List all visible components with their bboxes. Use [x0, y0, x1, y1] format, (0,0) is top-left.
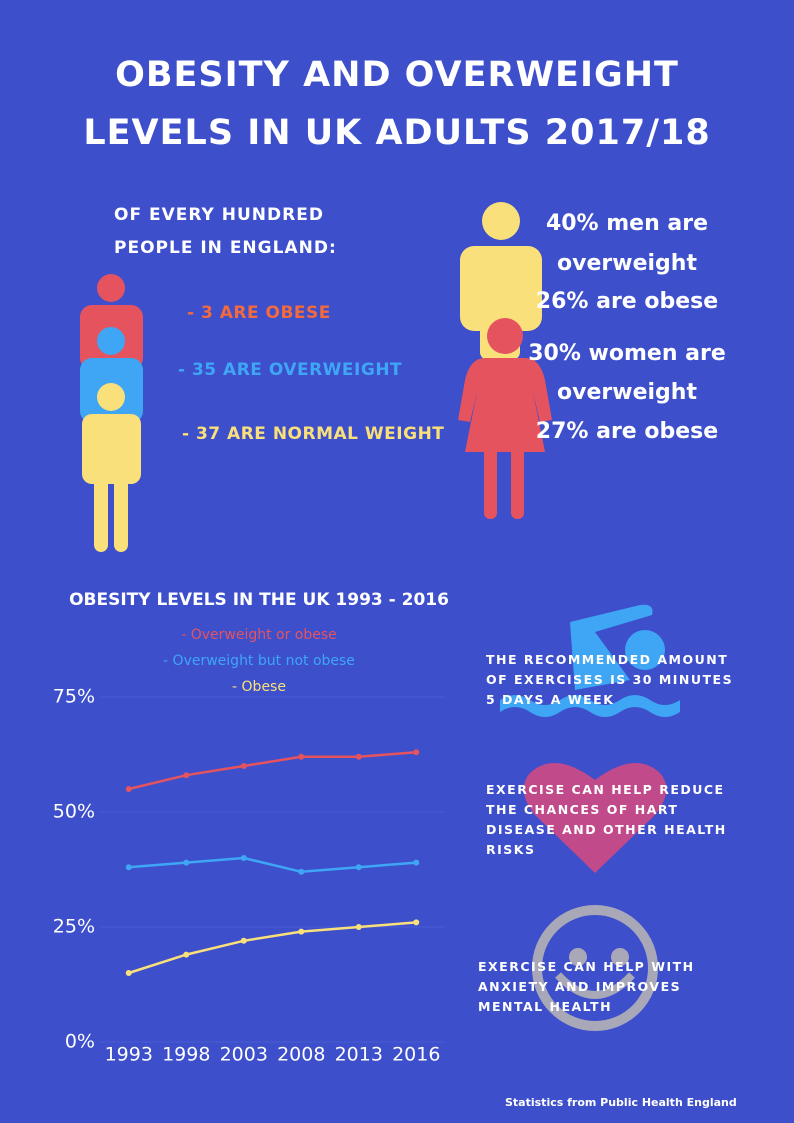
x-tick-label: 2008 [277, 1044, 325, 1066]
woman-icon [458, 318, 552, 519]
x-tick-label: 1993 [105, 1044, 153, 1066]
men-stat: 40% men are [545, 211, 709, 236]
y-tick-label: 0% [65, 1031, 95, 1053]
data-point [298, 928, 305, 935]
title-line: OBESITY AND OVERWEIGHT [115, 55, 679, 95]
footer: Statistics from Public Health England [505, 1096, 737, 1109]
title-line: LEVELS IN UK ADULTS 2017/18 [83, 113, 711, 153]
data-point [183, 859, 190, 866]
x-tick-label: 2016 [392, 1044, 440, 1066]
data-point [355, 864, 362, 871]
data-point [183, 772, 190, 779]
data-point [298, 753, 305, 760]
heart-icon [523, 763, 667, 873]
legend-entry: - Obese [232, 679, 286, 695]
chart-title: OBESITY LEVELS IN THE UK 1993 - 2016 [69, 590, 449, 610]
england-heading: OF EVERY HUNDRED [114, 205, 324, 225]
data-point [240, 763, 247, 769]
women-stat: 30% women are [528, 341, 726, 366]
smiley-icon [532, 905, 658, 1031]
x-tick-label: 1998 [162, 1044, 210, 1066]
legend-entry: - Overweight or obese [181, 627, 337, 643]
x-tick-label: 2013 [335, 1044, 383, 1066]
series-line [128, 856, 417, 874]
x-tick-label: 2003 [220, 1044, 268, 1066]
data-point [183, 951, 190, 958]
tip: THE RECOMMENDED AMOUNT OF EXERCISES IS 3… [486, 652, 734, 707]
data-point [125, 864, 132, 871]
tip: EXERCISE CAN HELP WITH ANXIETY AND IMPRO… [478, 959, 695, 1014]
swimmer-icon [500, 604, 680, 717]
y-tick-label: 50% [53, 801, 95, 823]
data-point [355, 924, 362, 930]
women-stat: overweight [557, 380, 697, 405]
series-line [128, 750, 417, 791]
y-tick-label: 25% [53, 916, 95, 938]
women-stat: 27% are obese [535, 419, 719, 444]
data-point [413, 749, 420, 756]
legend-entry: - Overweight but not obese [163, 653, 355, 669]
men-stat: overweight [557, 251, 697, 276]
england-heading: PEOPLE IN ENGLAND: [114, 238, 337, 258]
data-point [125, 970, 132, 976]
data-point [125, 786, 132, 792]
data-point [298, 868, 305, 875]
tip: EXERCISE CAN HELP REDUCE THE CHANCES OF … [486, 782, 727, 857]
data-point [355, 753, 362, 760]
stat-item: - 35 ARE OVERWEIGHT [178, 360, 403, 380]
data-point [413, 859, 420, 866]
stat-item: - 37 ARE NORMAL WEIGHT [182, 424, 445, 444]
data-point [413, 919, 420, 926]
data-point [240, 937, 247, 944]
people-icon [80, 274, 143, 552]
stat-item: - 3 ARE OBESE [187, 303, 331, 323]
series-line [128, 921, 417, 975]
data-point [240, 855, 247, 861]
men-stat: 26% are obese [535, 289, 719, 314]
y-tick-label: 75% [53, 686, 95, 708]
